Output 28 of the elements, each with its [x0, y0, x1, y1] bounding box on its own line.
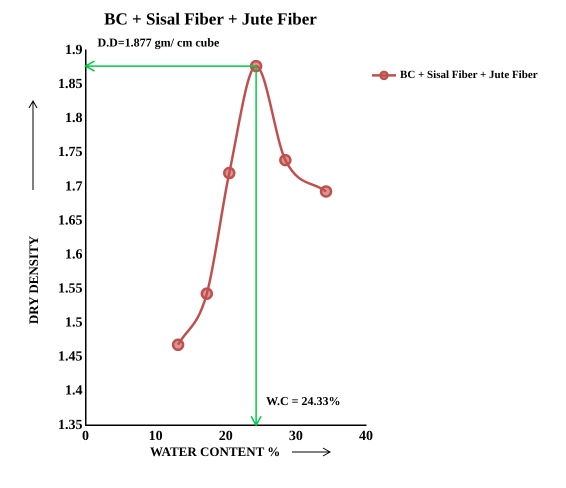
- x-tick-label: 0: [82, 429, 89, 444]
- y-tick-label: 1.5: [65, 316, 82, 331]
- y-tick-label: 1.65: [58, 213, 82, 228]
- point: [172, 338, 184, 352]
- x-tick-label: 40: [359, 429, 373, 444]
- y-tick-label: 1.8: [65, 111, 82, 126]
- y-tick-label: 1.6: [65, 247, 82, 262]
- y-tick-label: 1.75: [58, 145, 82, 160]
- legend-label: BC + Sisal Fiber + Jute Fiber: [400, 69, 538, 82]
- y-tick-label: 1.7: [65, 179, 82, 194]
- x-tick-label: 30: [288, 429, 303, 444]
- y-tick-label: 1.85: [58, 77, 82, 92]
- y-tick-label: 1.45: [58, 350, 82, 365]
- ref-line-label: W.C = 24.33%: [266, 394, 341, 408]
- point: [200, 287, 214, 300]
- y-axis-title: DRY DENSITY: [26, 236, 42, 324]
- y-tick-label: 1.35: [58, 418, 82, 433]
- point: [279, 154, 292, 166]
- x-tick-label: 20: [218, 429, 233, 444]
- y-tick-label: 1.4: [65, 384, 82, 399]
- y-tick-label: 1.55: [58, 282, 82, 297]
- point: [320, 185, 332, 198]
- x-axis-title: WATER CONTENT %: [150, 444, 280, 460]
- y-tick-label: 1.9: [65, 43, 82, 58]
- point: [223, 166, 236, 180]
- ref-line-label: D.D=1.877 gm/ cm cube: [98, 35, 220, 50]
- x-tick-label: 10: [148, 429, 163, 444]
- chart-title: BC + Sisal Fiber + Jute Fiber: [104, 10, 318, 29]
